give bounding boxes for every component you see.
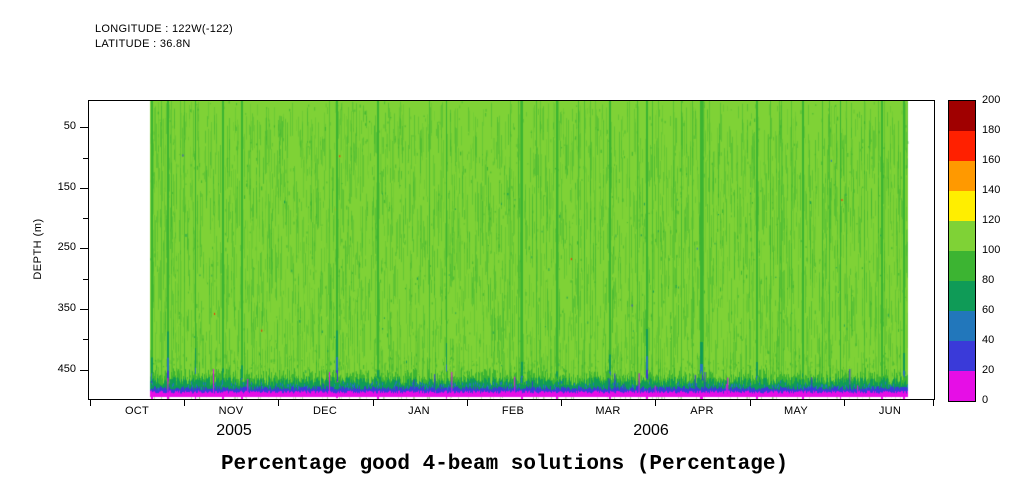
y-tick-label: 250 [57, 241, 76, 253]
y-minor-tick-mark [83, 339, 88, 340]
colorbar-tick-label: 40 [982, 334, 995, 346]
x-month-label: MAY [784, 405, 808, 417]
y-tick-mark [80, 370, 88, 371]
x-tick-mark [467, 400, 468, 406]
y-minor-tick-mark [83, 158, 88, 159]
colorbar-segment [949, 311, 975, 341]
colorbar-segment [949, 221, 975, 251]
x-tick-mark [933, 400, 934, 406]
x-month-label: OCT [124, 405, 150, 417]
x-tick-mark [278, 400, 279, 406]
colorbar-segment [949, 101, 975, 131]
colorbar-tick-label: 0 [982, 394, 989, 406]
y-minor-tick-mark [83, 218, 88, 219]
colorbar-tick-label: 200 [982, 94, 1001, 106]
colorbar-segment [949, 191, 975, 221]
longitude-text: LONGITUDE : 122W(-122) [95, 23, 234, 35]
x-tick-mark [844, 400, 845, 406]
y-tick-label: 350 [57, 302, 76, 314]
y-tick-mark [80, 248, 88, 249]
x-tick-mark [184, 400, 185, 406]
x-month-label: JAN [408, 405, 430, 417]
x-month-label: APR [690, 405, 714, 417]
y-minor-tick-mark [83, 279, 88, 280]
x-month-label: FEB [501, 405, 525, 417]
x-month-label: DEC [312, 405, 338, 417]
colorbar-tick-label: 120 [982, 214, 1001, 226]
colorbar-tick-label: 140 [982, 184, 1001, 196]
colorbar-tick-label: 100 [982, 244, 1001, 256]
chart-title: Percentage good 4-beam solutions (Percen… [220, 453, 789, 476]
location-info: LONGITUDE : 122W(-122) LATITUDE : 36.8N [95, 22, 233, 52]
x-tick-mark [750, 400, 751, 406]
x-tick-mark [90, 400, 91, 406]
y-tick-label: 150 [57, 181, 76, 193]
y-tick-mark [80, 127, 88, 128]
colorbar-tick-label: 80 [982, 274, 995, 286]
y-axis-label: DEPTH (m) [32, 218, 44, 280]
colorbar-segment [949, 341, 975, 371]
x-tick-mark [655, 400, 656, 406]
colorbar-tick-label: 180 [982, 124, 1001, 136]
colorbar-tick-label: 60 [982, 304, 995, 316]
plot-frame [88, 100, 935, 400]
x-month-label: NOV [218, 405, 244, 417]
year-label: 2005 [216, 422, 252, 439]
y-tick-mark [80, 309, 88, 310]
x-tick-mark [561, 400, 562, 406]
latitude-text: LATITUDE : 36.8N [95, 38, 191, 50]
colorbar-tick-label: 160 [982, 154, 1001, 166]
colorbar-tick-label: 20 [982, 364, 995, 376]
colorbar-segment [949, 161, 975, 191]
y-tick-label: 50 [63, 120, 76, 132]
x-month-label: MAR [595, 405, 621, 417]
x-month-label: JUN [878, 405, 902, 417]
colorbar-segment [949, 371, 975, 401]
y-tick-mark [80, 188, 88, 189]
year-label: 2006 [633, 422, 669, 439]
y-tick-label: 450 [57, 363, 76, 375]
colorbar-segment [949, 281, 975, 311]
heatmap-canvas [89, 101, 934, 399]
x-tick-mark [373, 400, 374, 406]
colorbar-segment [949, 251, 975, 281]
colorbar [948, 100, 976, 402]
colorbar-segment [949, 131, 975, 161]
